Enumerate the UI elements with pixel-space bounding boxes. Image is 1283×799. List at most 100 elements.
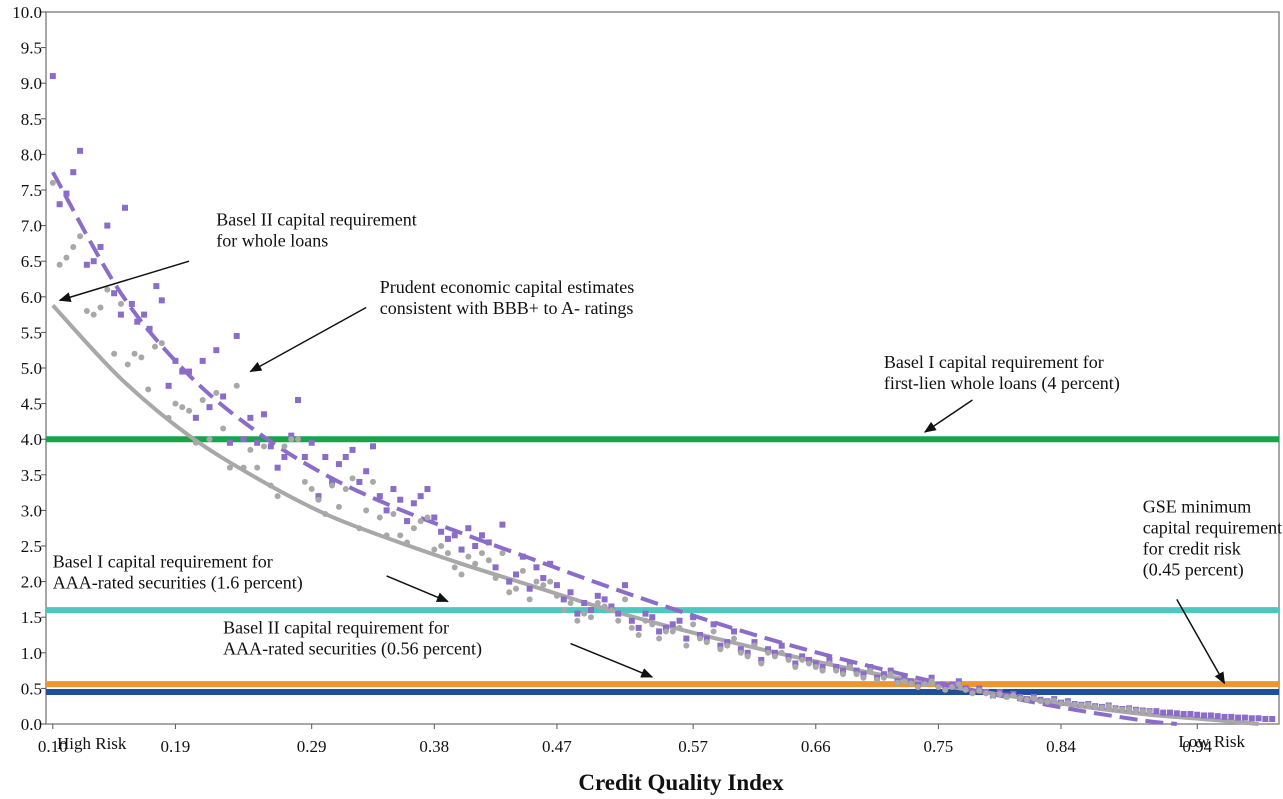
point-s1-109 — [792, 664, 799, 671]
point-s0-55 — [417, 493, 424, 500]
point-s1-40 — [322, 510, 329, 517]
point-s1-96 — [703, 639, 710, 646]
point-s1-41 — [329, 482, 336, 489]
point-s1-151 — [1078, 702, 1085, 709]
point-s0-21 — [186, 368, 193, 375]
annotation-text: for credit risk — [1143, 539, 1241, 559]
point-s0-9 — [111, 290, 118, 297]
point-s1-115 — [833, 667, 840, 674]
point-s0-6 — [90, 258, 97, 265]
point-s0-54 — [410, 500, 417, 507]
point-s1-70 — [526, 596, 533, 603]
point-s0-103 — [744, 649, 751, 656]
point-s1-4 — [77, 233, 84, 240]
x-tick-label: 0.57 — [678, 737, 708, 756]
point-s1-126 — [908, 680, 915, 687]
point-s0-24 — [206, 404, 213, 411]
point-s0-101 — [731, 628, 738, 635]
point-s1-3 — [70, 243, 77, 250]
point-s0-42 — [329, 478, 336, 485]
point-s1-37 — [301, 478, 308, 485]
point-s0-113 — [812, 660, 819, 667]
point-s0-56 — [424, 486, 431, 493]
annotation-arrow — [923, 399, 973, 433]
point-s0-92 — [669, 621, 676, 628]
point-s0-116 — [833, 664, 840, 671]
point-s0-37 — [295, 397, 302, 404]
point-s0-33 — [267, 443, 274, 450]
point-s0-112 — [805, 656, 812, 663]
point-s1-33 — [274, 493, 281, 500]
point-s0-117 — [840, 667, 847, 674]
point-s1-146 — [1044, 698, 1051, 705]
point-s1-29 — [247, 446, 254, 453]
point-s1-55 — [424, 514, 431, 521]
point-s0-53 — [404, 518, 411, 525]
point-s0-72 — [533, 564, 540, 571]
point-s1-159 — [1132, 707, 1139, 714]
y-tick-label: 4.5 — [21, 395, 42, 414]
y-tick-label: 7.0 — [21, 217, 42, 236]
point-s1-145 — [1037, 698, 1044, 705]
point-s1-21 — [192, 439, 199, 446]
y-tick-label: 3.5 — [21, 466, 42, 485]
point-s0-20 — [179, 368, 186, 375]
point-s1-92 — [676, 624, 683, 631]
point-s1-142 — [1017, 695, 1024, 702]
point-s1-89 — [656, 635, 663, 642]
y-tick-label: 4.0 — [21, 430, 42, 449]
point-s1-32 — [267, 482, 274, 489]
point-s1-48 — [376, 514, 383, 521]
x-tick-label: 0.19 — [161, 737, 191, 756]
annotation-arrow — [386, 575, 449, 603]
point-s1-87 — [642, 617, 649, 624]
annotation-text: Basel II capital requirement — [216, 210, 416, 230]
point-s1-104 — [758, 660, 765, 667]
point-s0-165 — [1167, 709, 1174, 716]
y-tick-label: 2.0 — [21, 573, 42, 592]
point-s0-102 — [737, 646, 744, 653]
point-s0-45 — [349, 446, 356, 453]
y-tick-label: 3.0 — [21, 501, 42, 520]
point-s0-178 — [1255, 715, 1262, 722]
point-s0-174 — [1228, 713, 1235, 720]
point-s1-140 — [1003, 693, 1010, 700]
point-s1-20 — [186, 407, 193, 414]
y-tick-label: 10.0 — [12, 3, 42, 22]
point-s1-158 — [1126, 706, 1133, 713]
point-s0-39 — [308, 439, 315, 446]
point-s1-68 — [513, 585, 520, 592]
point-s1-139 — [996, 691, 1003, 698]
annotation-text: AAA-rated securities (1.6 percent) — [53, 572, 303, 593]
point-s0-176 — [1241, 714, 1248, 721]
annotation-arrow — [570, 642, 654, 678]
point-s0-114 — [819, 664, 826, 671]
point-s0-7 — [97, 243, 104, 250]
point-s1-76 — [567, 599, 574, 606]
point-s1-160 — [1139, 708, 1146, 715]
point-s1-127 — [914, 683, 921, 690]
point-s0-49 — [376, 493, 383, 500]
point-s0-5 — [83, 261, 90, 268]
y-tick-label: 8.0 — [21, 145, 42, 164]
point-s0-31 — [254, 439, 261, 446]
point-s1-88 — [649, 621, 656, 628]
point-s0-77 — [567, 589, 574, 596]
point-s0-100 — [724, 639, 731, 646]
point-s1-141 — [1010, 692, 1017, 699]
point-s1-63 — [478, 550, 485, 557]
point-s1-31 — [260, 443, 267, 450]
point-s0-93 — [676, 617, 683, 624]
point-s1-113 — [819, 667, 826, 674]
point-s1-27 — [233, 382, 240, 389]
y-tick-label: 6.5 — [21, 252, 42, 271]
point-s1-65 — [492, 575, 499, 582]
point-s1-119 — [860, 674, 867, 681]
x-end-label-left: High Risk — [57, 734, 127, 753]
point-s0-173 — [1221, 713, 1228, 720]
point-s1-93 — [683, 642, 690, 649]
annotation-text: first-lien whole loans (4 percent) — [884, 373, 1120, 394]
point-s1-35 — [288, 436, 295, 443]
point-s1-17 — [165, 414, 172, 421]
